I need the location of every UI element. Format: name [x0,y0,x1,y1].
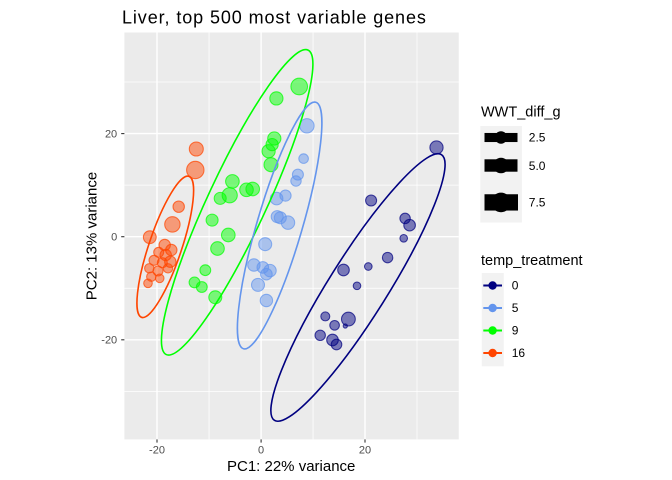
svg-text:5.0: 5.0 [529,159,546,173]
svg-text:2.5: 2.5 [529,131,546,145]
svg-text:PC2: 13% variance: PC2: 13% variance [84,172,101,300]
svg-text:WWT_diff_g: WWT_diff_g [481,104,561,120]
svg-text:0: 0 [111,232,117,244]
svg-text:20: 20 [105,129,117,141]
svg-text:16: 16 [512,346,526,360]
svg-text:20: 20 [359,445,371,457]
svg-text:-20: -20 [101,335,117,347]
svg-text:0: 0 [258,445,264,457]
svg-text:Liver, top 500 most variable g: Liver, top 500 most variable genes [122,8,427,28]
svg-text:7.5: 7.5 [529,196,546,210]
svg-text:9: 9 [512,324,519,338]
svg-text:PC1: 22% variance: PC1: 22% variance [227,458,355,475]
svg-text:5: 5 [512,301,519,315]
svg-text:temp_treatment: temp_treatment [481,253,583,269]
svg-text:0: 0 [512,279,519,293]
svg-text:-20: -20 [149,445,165,457]
